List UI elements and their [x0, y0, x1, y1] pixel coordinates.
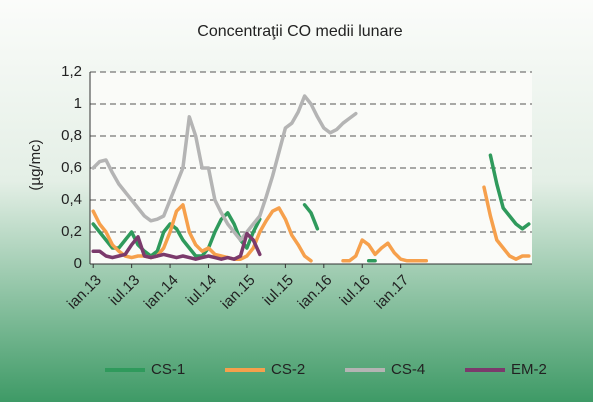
y-tick-label: 1,2 — [61, 63, 82, 80]
y-tick-label: 1 — [74, 95, 82, 112]
series-line — [91, 153, 531, 263]
y-tick-label: 0,6 — [61, 159, 82, 176]
chart-title: Concentraţii CO medii lunare — [197, 23, 403, 40]
y-axis-label: (µg/mc) — [27, 139, 44, 190]
series-line — [91, 94, 358, 242]
legend-label: CS-2 — [271, 361, 305, 378]
y-tick-label: 0 — [74, 255, 82, 272]
y-tick-label: 0,8 — [61, 127, 82, 144]
legend-label: CS-4 — [391, 361, 425, 378]
series-line — [91, 231, 262, 261]
y-tick-label: 0,4 — [61, 191, 82, 208]
legend-label: CS-1 — [151, 361, 185, 378]
series-line — [91, 185, 531, 263]
y-tick-label: 0,2 — [61, 223, 82, 240]
legend-label: EM-2 — [511, 361, 547, 378]
